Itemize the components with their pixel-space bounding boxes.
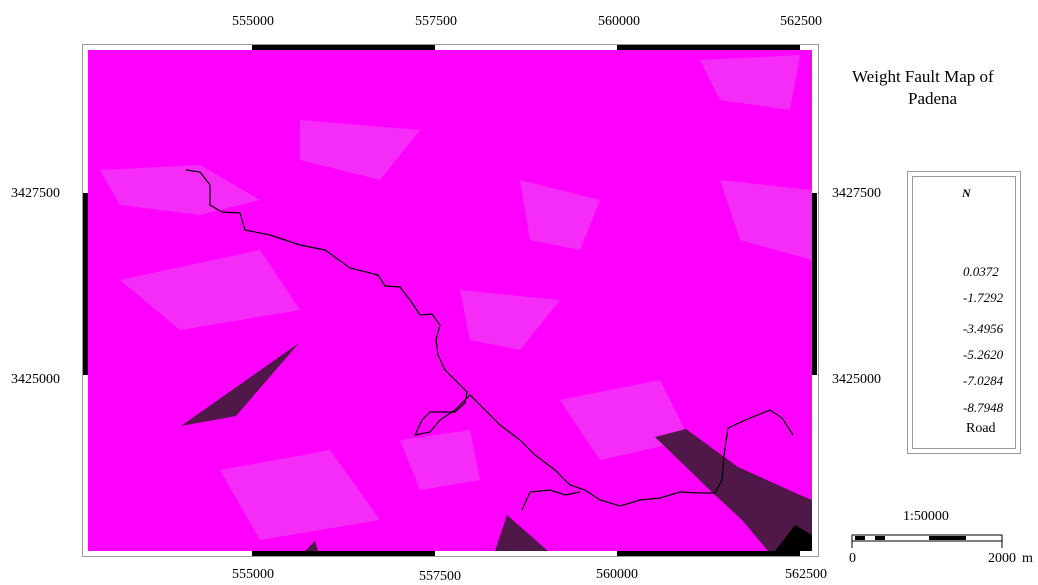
road-line: [185, 169, 794, 507]
scale-unit: m: [1022, 551, 1033, 566]
north-label: N: [962, 186, 971, 200]
fault-region-west: [181, 343, 299, 426]
scale-bar: [851, 534, 1003, 548]
x-tick-top-562500: 562500: [780, 14, 822, 29]
legend-class-label-3: -5.2620: [963, 347, 1004, 362]
fault-region-south: [495, 515, 548, 551]
y-tick-right-3425000: 3425000: [832, 372, 881, 387]
legend-inner-frame: [912, 176, 1016, 449]
road-branch: [521, 489, 581, 511]
scale-start-label: 0: [849, 551, 856, 566]
legend-class-label-4: -7.0284: [963, 373, 1004, 388]
x-tick-top-557500: 557500: [415, 14, 457, 29]
fault-core-black: [775, 525, 812, 551]
frame-block-top-2: [617, 45, 800, 50]
x-tick-top-555000: 555000: [232, 14, 274, 29]
frame-block-bottom-1: [252, 551, 435, 556]
y-tick-right-3427500: 3427500: [832, 186, 881, 201]
fault-region-small: [305, 541, 318, 551]
road-legend-label: Road: [966, 421, 996, 436]
x-tick-top-560000: 560000: [598, 14, 640, 29]
legend-class-label-5: -8.7948: [963, 400, 1004, 415]
frame-block-left: [83, 193, 88, 375]
scale-end-label: 2000: [988, 551, 1016, 566]
x-tick-bottom-557500: 557500: [419, 569, 461, 584]
fault-region-southeast: [655, 429, 812, 551]
y-tick-left-3425000: 3425000: [11, 372, 60, 387]
scale-ratio: 1:50000: [903, 509, 949, 524]
map-title-line2: Padena: [908, 89, 958, 108]
frame-block-bottom-2: [617, 551, 800, 556]
legend-class-label-2: -3.4956: [963, 321, 1004, 336]
frame-block-top-1: [252, 45, 435, 50]
legend-class-label-1: -1.7292: [963, 290, 1004, 305]
y-tick-left-3427500: 3427500: [11, 186, 60, 201]
frame-block-right: [812, 193, 817, 375]
legend-box: [907, 171, 1021, 454]
light-patches: [100, 55, 812, 540]
map-title-line1: Weight Fault Map of: [852, 67, 994, 86]
x-tick-bottom-560000: 560000: [596, 567, 638, 582]
legend-class-label-0: 0.0372: [963, 264, 999, 279]
x-tick-bottom-555000: 555000: [232, 567, 274, 582]
x-tick-bottom-562500: 562500: [785, 567, 827, 582]
